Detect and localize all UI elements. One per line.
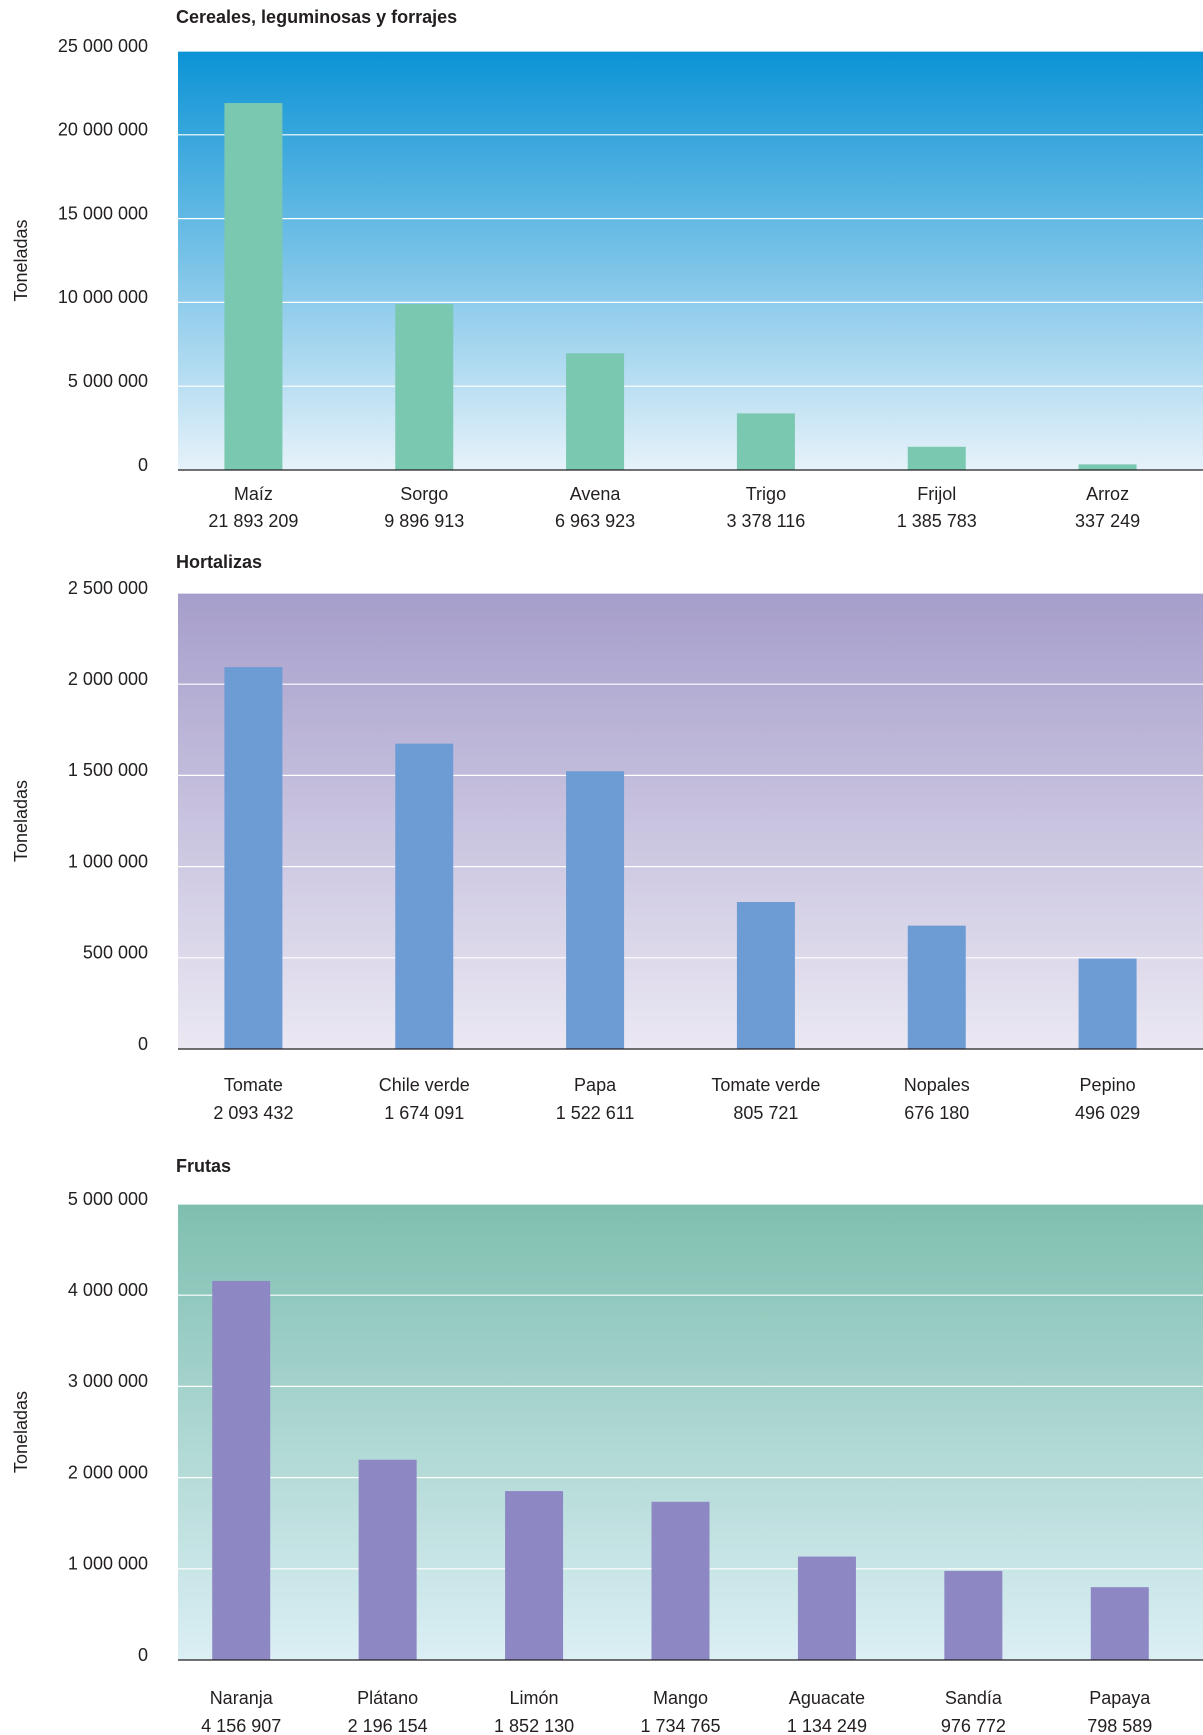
x-tick-label: Papa [574,1075,617,1095]
x-tick-label: Sorgo [400,484,448,504]
x-tick-label: Tomate verde [711,1075,820,1095]
value-label: 1 522 611 [556,1103,635,1123]
bar [907,925,966,1049]
x-tick-label: Trigo [746,484,786,504]
y-tick-label: 0 [138,1034,148,1054]
value-label: 676 180 [904,1103,969,1123]
value-label: 4 156 907 [201,1716,281,1735]
y-tick-label: 1 000 000 [68,1554,148,1574]
x-tick-label: Aguacate [789,1688,865,1708]
bar [212,1280,271,1660]
x-tick-label: Chile verde [379,1075,470,1095]
y-tick-label: 0 [138,455,148,475]
x-tick-label: Tomate [224,1075,283,1095]
bar [566,353,625,470]
x-tick-label: Maíz [234,484,273,504]
bar [358,1459,417,1660]
value-label: 1 734 765 [640,1716,720,1735]
y-tick-label: 25 000 000 [58,36,148,56]
x-tick-label: Avena [570,484,622,504]
y-tick-label: 10 000 000 [58,287,148,307]
y-tick-label: 1 500 000 [68,760,148,780]
bar [224,667,283,1049]
bar [395,304,454,470]
y-tick-label: 2 500 000 [68,578,148,598]
y-axis-label: Toneladas [11,219,31,301]
value-label: 2 196 154 [348,1716,428,1735]
value-label: 1 852 130 [494,1716,574,1735]
value-label: 805 721 [733,1103,798,1123]
bar [797,1556,856,1660]
value-label: 6 963 923 [555,511,635,531]
x-tick-label: Nopales [904,1075,970,1095]
y-tick-label: 5 000 000 [68,1189,148,1209]
plot-background [178,593,1203,1049]
y-tick-label: 5 000 000 [68,371,148,391]
y-tick-label: 1 000 000 [68,851,148,871]
y-tick-label: 4 000 000 [68,1280,148,1300]
x-tick-label: Naranja [210,1688,274,1708]
chart-title: Cereales, leguminosas y forrajes [176,7,457,27]
y-tick-label: 3 000 000 [68,1371,148,1391]
value-label: 3 378 116 [727,511,806,531]
value-label: 798 589 [1087,1716,1152,1735]
bar [1078,958,1137,1049]
x-tick-label: Sandía [945,1688,1003,1708]
y-axis-label: Toneladas [11,780,31,862]
x-tick-label: Frijol [917,484,956,504]
bar [1090,1587,1149,1660]
y-tick-label: 2 000 000 [68,1462,148,1482]
bar [736,902,795,1049]
x-tick-label: Arroz [1086,484,1129,504]
value-label: 2 093 432 [213,1103,293,1123]
y-tick-label: 500 000 [83,943,148,963]
y-tick-label: 0 [138,1645,148,1665]
value-label: 496 029 [1075,1103,1140,1123]
y-tick-label: 20 000 000 [58,120,148,140]
value-label: 9 896 913 [384,511,464,531]
x-tick-label: Pepino [1080,1075,1136,1095]
y-tick-label: 2 000 000 [68,669,148,689]
bar [651,1501,710,1660]
bar [566,771,625,1049]
value-label: 1 674 091 [384,1103,464,1123]
bar [944,1570,1003,1660]
x-tick-label: Mango [653,1688,708,1708]
value-label: 1 134 249 [787,1716,867,1735]
bar [395,743,454,1049]
chart-title: Frutas [176,1156,231,1176]
value-label: 976 772 [941,1716,1006,1735]
x-tick-label: Plátano [357,1688,418,1708]
y-axis-label: Toneladas [11,1391,31,1473]
chart-title: Hortalizas [176,552,262,572]
bar [907,446,966,470]
bar [1078,464,1137,470]
y-tick-label: 15 000 000 [58,203,148,223]
value-label: 1 385 783 [897,511,977,531]
bar [505,1491,564,1660]
bar [224,103,283,470]
value-label: 337 249 [1075,511,1140,531]
plot-background [178,51,1203,470]
bar [736,413,795,470]
value-label: 21 893 209 [208,511,298,531]
x-tick-label: Papaya [1089,1688,1151,1708]
x-tick-label: Limón [510,1688,559,1708]
